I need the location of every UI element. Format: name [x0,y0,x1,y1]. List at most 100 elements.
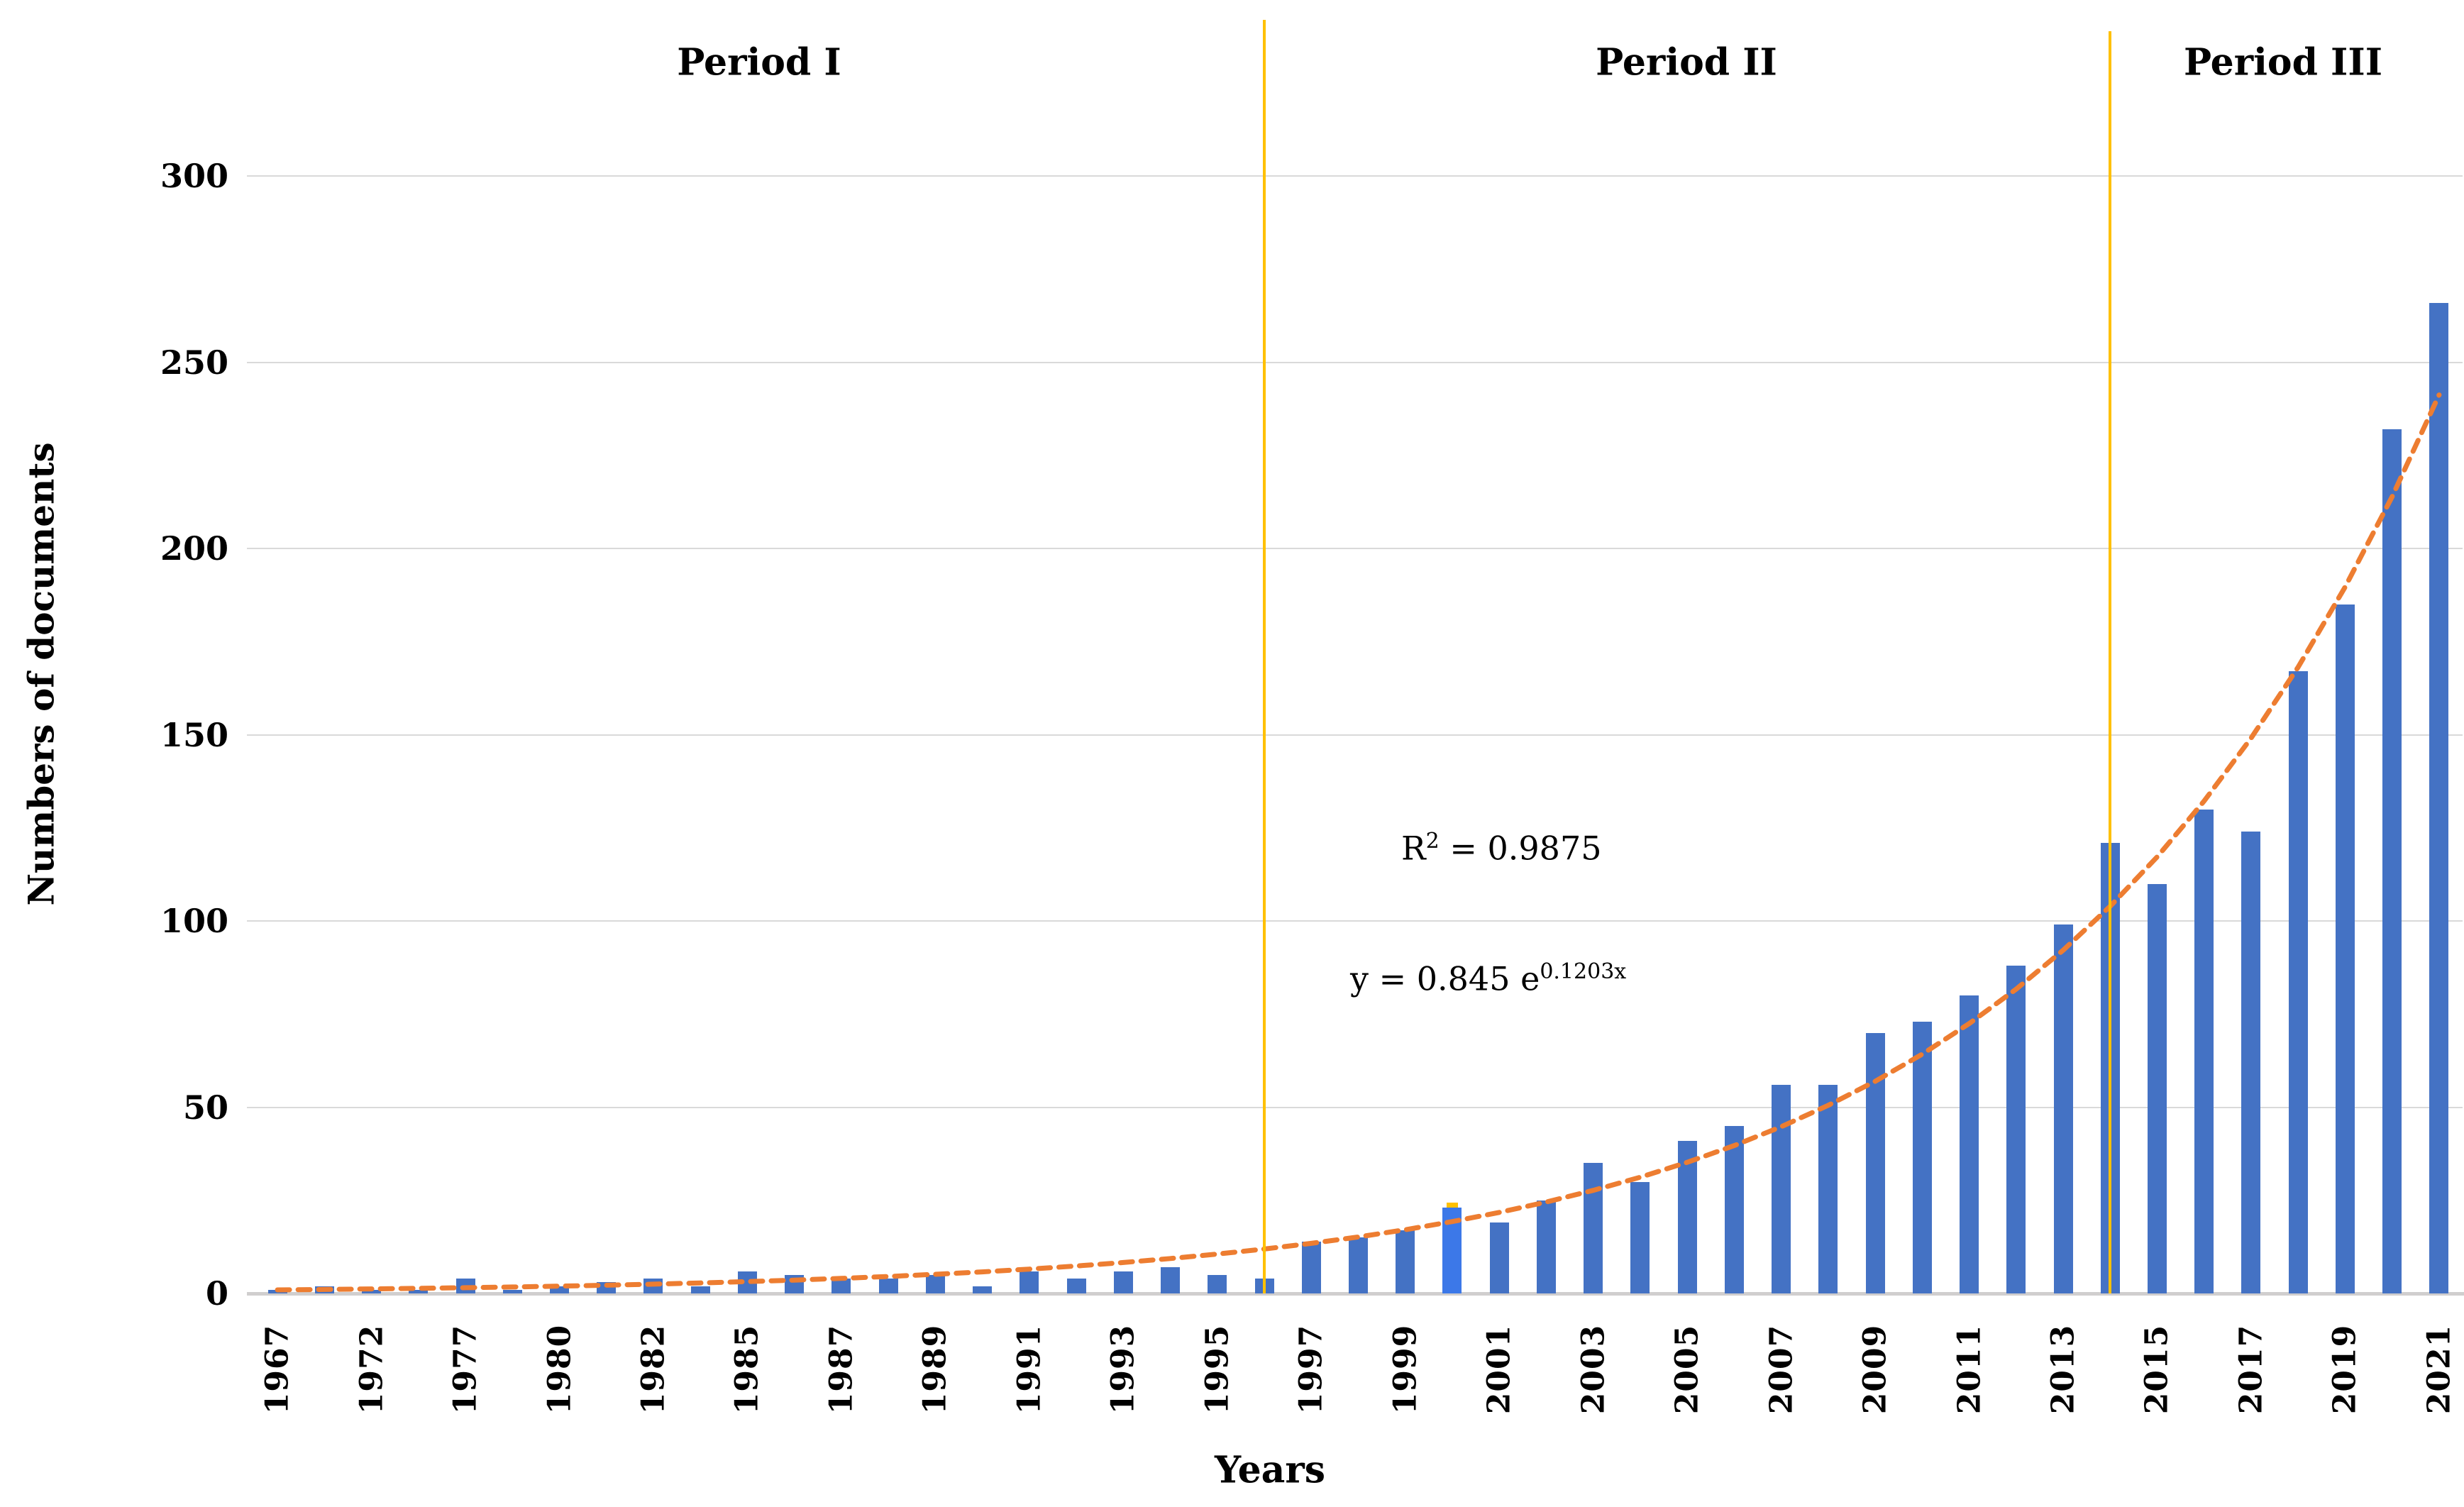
x-tick-label-2003: 2003 [1575,1324,1612,1415]
bar-1970 [314,1286,334,1293]
bar-2017 [2241,832,2261,1293]
r-squared-value: = 0.9875 [1439,829,1602,868]
x-tick-label-1985: 1985 [729,1324,766,1415]
bar-2012 [2006,966,2026,1293]
period-2-label: Period II [1596,40,1777,84]
bar-1999 [1396,1230,1415,1293]
y-tick-label-0: 0 [205,1274,228,1313]
bar-1986 [785,1274,805,1293]
x-tick-label-2017: 2017 [2233,1324,2270,1415]
trend-equation-base: y = 0.845 e [1350,959,1540,998]
y-tick-label-100: 100 [160,902,228,940]
highlight-bar-cap [1446,1203,1458,1208]
gridline-150 [247,734,2463,736]
bar-1997 [1301,1241,1321,1293]
x-tick-label-1967: 1967 [259,1324,296,1415]
x-tick-label-2015: 2015 [2138,1324,2175,1415]
bar-1990 [973,1286,993,1293]
bar-2015 [2147,883,2167,1293]
bar-1992 [1066,1279,1086,1293]
bar-1977 [455,1279,475,1293]
x-tick-label-1993: 1993 [1105,1324,1142,1415]
gridline-300 [247,175,2463,177]
x-tick-label-2011: 2011 [1951,1324,1988,1415]
y-tick-label-250: 250 [160,343,228,382]
bar-1972 [362,1289,382,1293]
gridline-250 [247,361,2463,363]
bar-1994 [1161,1267,1181,1293]
x-tick-label-1999: 1999 [1387,1324,1424,1415]
x-tick-label-1991: 1991 [1011,1324,1048,1415]
bar-2019 [2335,604,2355,1293]
bar-1984 [690,1286,710,1293]
y-tick-label-200: 200 [160,529,228,568]
r-squared-annotation: R2 = 0.9875 [1401,829,1601,867]
x-tick-label-1987: 1987 [823,1324,860,1415]
x-tick-label-2013: 2013 [2045,1324,2082,1415]
x-tick-label-2007: 2007 [1763,1324,1800,1415]
x-axis-line [247,1292,2464,1296]
bar-1989 [925,1274,945,1293]
bar-1980 [550,1286,570,1293]
y-tick-label-300: 300 [160,157,228,195]
bar-2018 [2288,671,2308,1293]
period-divider-2-2014 [2109,31,2112,1293]
x-tick-label-2021: 2021 [2421,1324,2458,1415]
x-tick-label-2019: 2019 [2326,1324,2363,1415]
bar-1982 [643,1279,663,1293]
bar-1967 [267,1289,287,1293]
x-axis-title: Years [1214,1448,1326,1492]
x-tick-label-1997: 1997 [1293,1324,1330,1415]
trend-equation-exponent: 0.1203x [1540,959,1627,984]
bar-1987 [832,1279,851,1293]
bar-1991 [1020,1271,1039,1293]
bar-2001 [1489,1222,1509,1293]
bar-1998 [1349,1237,1368,1293]
bar-2021 [2429,302,2449,1293]
bar-2011 [1960,995,1979,1293]
r-squared-sup: 2 [1425,829,1440,854]
bar-2000 [1442,1208,1462,1293]
bar-2009 [1865,1032,1885,1293]
bar-2010 [1912,1021,1932,1293]
gridline-100 [247,920,2463,922]
bar-1988 [878,1279,898,1293]
r-squared-base: R [1401,829,1426,868]
x-tick-label-2009: 2009 [1857,1324,1894,1415]
x-tick-label-1989: 1989 [917,1324,954,1415]
period-1-label: Period I [677,40,841,84]
bar-2007 [1772,1085,1791,1293]
period-3-label: Period III [2183,40,2383,84]
y-tick-label-150: 150 [160,715,228,754]
x-tick-label-2001: 2001 [1481,1324,1518,1415]
bar-1975 [409,1289,429,1293]
bar-2013 [2053,924,2073,1293]
bar-1995 [1208,1274,1227,1293]
bar-1981 [597,1282,617,1293]
gridline-200 [247,548,2463,549]
bar-2003 [1584,1163,1603,1293]
x-tick-label-1982: 1982 [635,1324,672,1415]
bar-2005 [1677,1140,1697,1293]
y-tick-label-50: 50 [182,1088,228,1127]
x-tick-label-1980: 1980 [541,1324,578,1415]
y-axis-title: Numbers of documents [20,442,62,906]
x-tick-label-2005: 2005 [1669,1324,1706,1415]
bar-2006 [1724,1125,1744,1293]
gridline-50 [247,1106,2463,1108]
bar-2004 [1630,1181,1650,1293]
bar-2020 [2382,429,2402,1293]
bar-2016 [2194,809,2214,1293]
period-divider-1-1996 [1263,20,1266,1293]
bar-2002 [1536,1200,1556,1293]
x-tick-label-1977: 1977 [447,1324,484,1415]
x-tick-label-1995: 1995 [1199,1324,1236,1415]
bar-1993 [1113,1271,1133,1293]
bar-1985 [737,1271,757,1293]
x-tick-label-1972: 1972 [353,1324,390,1415]
bar-1979 [502,1289,522,1293]
bar-2008 [1818,1085,1838,1293]
trend-equation-annotation: y = 0.845 e0.1203x [1350,959,1626,998]
